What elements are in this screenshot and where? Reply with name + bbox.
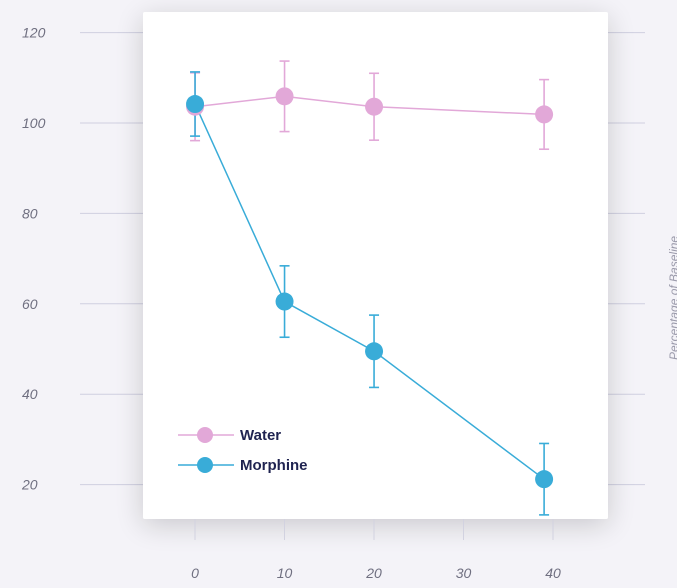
y-axis-labels: 20 40 60 80 100 120 — [21, 25, 46, 493]
series-layer — [186, 60, 554, 516]
y-tick-label: 80 — [22, 205, 38, 221]
legend-morphine-label: Morphine — [240, 457, 308, 474]
morphine-line — [194, 103, 545, 480]
y-tick-label: 60 — [22, 296, 38, 312]
legend: Water Morphine — [178, 427, 308, 474]
x-tick-label: 40 — [545, 565, 561, 581]
y-axis-title: Percentage of Baseline — [667, 236, 677, 360]
legend-morphine-marker — [197, 457, 213, 473]
morphine-point — [535, 470, 554, 489]
y-tick-label: 20 — [21, 477, 38, 493]
morphine-point — [365, 342, 384, 361]
water-point — [365, 97, 384, 116]
x-tick-label: 0 — [191, 565, 199, 581]
x-tick-label: 10 — [277, 565, 293, 581]
legend-water-marker — [197, 427, 213, 443]
legend-water-label: Water — [240, 427, 281, 444]
plot-card — [143, 12, 608, 519]
y-tick-label: 120 — [22, 25, 46, 41]
x-axis-labels: 0 10 20 30 40 — [191, 565, 561, 581]
x-axis-ticks — [194, 519, 554, 540]
x-tick-label: 30 — [456, 565, 472, 581]
water-line — [194, 95, 545, 116]
y-tick-label: 100 — [22, 115, 46, 131]
y-tick-label: 40 — [22, 386, 38, 402]
water-point — [275, 87, 294, 106]
water-point — [535, 105, 554, 124]
morphine-point — [186, 95, 205, 114]
grid-lines — [80, 32, 645, 486]
morphine-point — [275, 292, 294, 311]
x-tick-label: 20 — [365, 565, 382, 581]
